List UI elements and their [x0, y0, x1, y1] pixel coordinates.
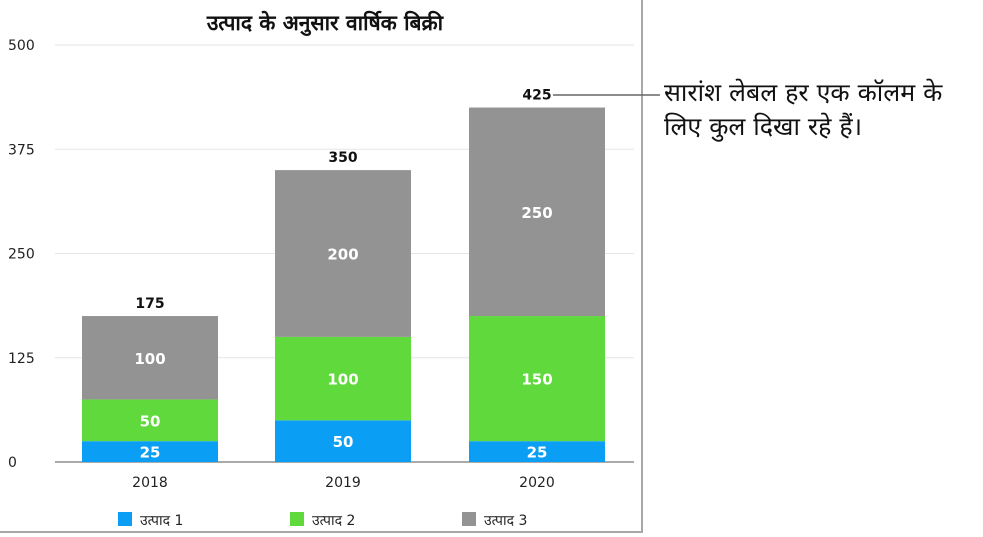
segment-label: 25	[527, 444, 548, 462]
y-tick-label: 375	[8, 142, 35, 158]
y-tick-label: 500	[8, 38, 35, 54]
bar-segment	[82, 441, 218, 462]
total-label: 425	[522, 88, 551, 104]
total-label: 350	[328, 150, 357, 166]
segment-label: 200	[327, 246, 358, 264]
segment-label: 250	[521, 204, 552, 222]
legend-label: उत्पाद 2	[312, 513, 355, 529]
x-tick-label: 2019	[325, 475, 361, 491]
x-tick-label: 2018	[132, 475, 168, 491]
y-tick-label: 250	[8, 247, 35, 263]
chart-frame	[0, 0, 643, 533]
segment-label: 25	[140, 444, 161, 462]
segment-label: 100	[134, 350, 165, 368]
bar-segment	[275, 336, 411, 421]
chart-title: उत्पाद के अनुसार वार्षिक बिक्री	[206, 10, 445, 37]
y-tick-label: 125	[8, 351, 35, 367]
bar-segment	[82, 399, 218, 442]
legend-label: उत्पाद 1	[140, 513, 183, 529]
bar-segment	[275, 420, 411, 462]
bar-segment	[275, 170, 411, 337]
x-tick-label: 2020	[519, 475, 555, 491]
legend-swatch	[118, 512, 132, 526]
bar-segment	[469, 107, 605, 317]
annotation-callout: सारांश लेबल हर एक कॉलम के लिए कुल दिखा र…	[664, 78, 943, 141]
y-tick-label: 0	[8, 455, 17, 471]
legend-label: उत्पाद 3	[484, 513, 527, 529]
bar-segment	[469, 316, 605, 442]
bar-segment	[82, 316, 218, 400]
segment-label: 150	[521, 371, 552, 389]
total-label: 175	[135, 296, 164, 312]
legend-swatch	[290, 512, 304, 526]
segment-label: 100	[327, 371, 358, 389]
segment-label: 50	[333, 433, 354, 451]
bar-segment	[469, 441, 605, 462]
segment-label: 50	[140, 412, 161, 430]
legend-swatch	[462, 512, 476, 526]
